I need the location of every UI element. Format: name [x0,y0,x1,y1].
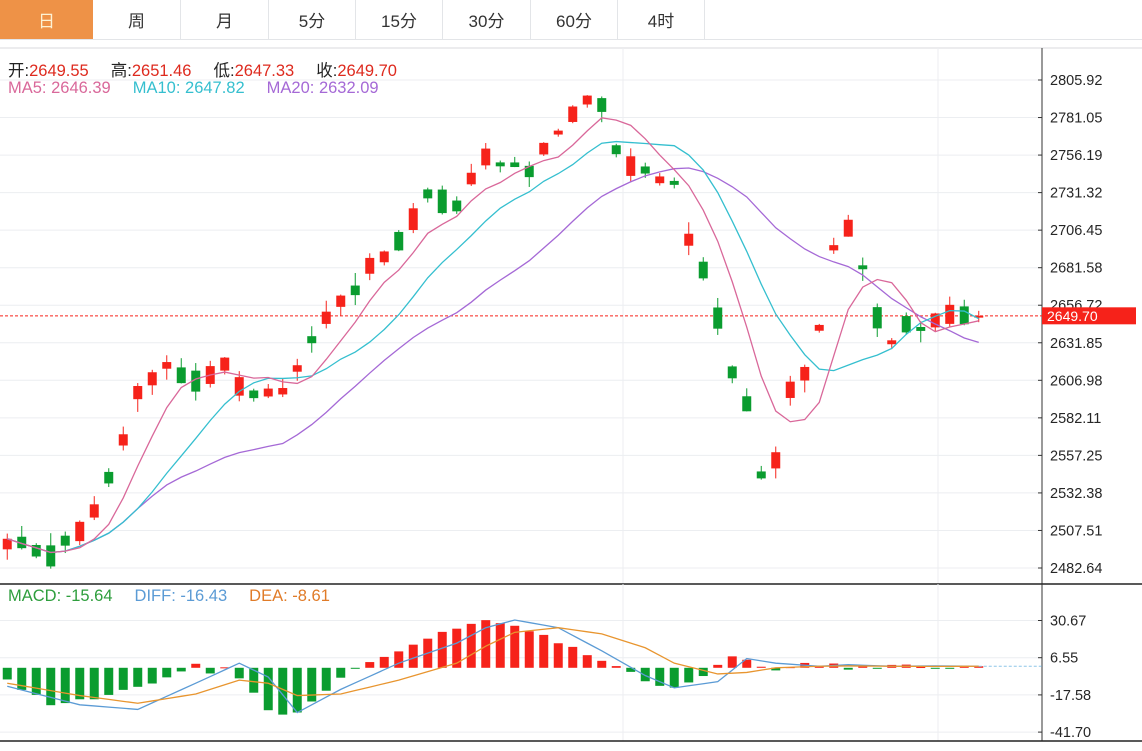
svg-text:2706.45: 2706.45 [1050,223,1102,239]
svg-text:2731.32: 2731.32 [1050,186,1102,202]
svg-text:2507.51: 2507.51 [1050,523,1102,539]
svg-text:2532.38: 2532.38 [1050,486,1102,502]
svg-text:2482.64: 2482.64 [1050,561,1102,577]
svg-text:2649.70: 2649.70 [1047,308,1098,324]
svg-text:2756.19: 2756.19 [1050,148,1102,164]
svg-text:2606.98: 2606.98 [1050,373,1102,389]
svg-text:2805.92: 2805.92 [1050,73,1102,89]
svg-text:-17.58: -17.58 [1050,688,1091,704]
svg-text:6.55: 6.55 [1050,651,1078,667]
svg-text:2631.85: 2631.85 [1050,336,1102,352]
svg-text:2582.11: 2582.11 [1050,411,1101,427]
svg-text:2781.05: 2781.05 [1050,111,1102,127]
svg-text:2681.58: 2681.58 [1050,261,1102,277]
svg-text:2557.25: 2557.25 [1050,448,1102,464]
svg-text:30.67: 30.67 [1050,614,1086,630]
svg-text:-41.70: -41.70 [1050,725,1091,741]
